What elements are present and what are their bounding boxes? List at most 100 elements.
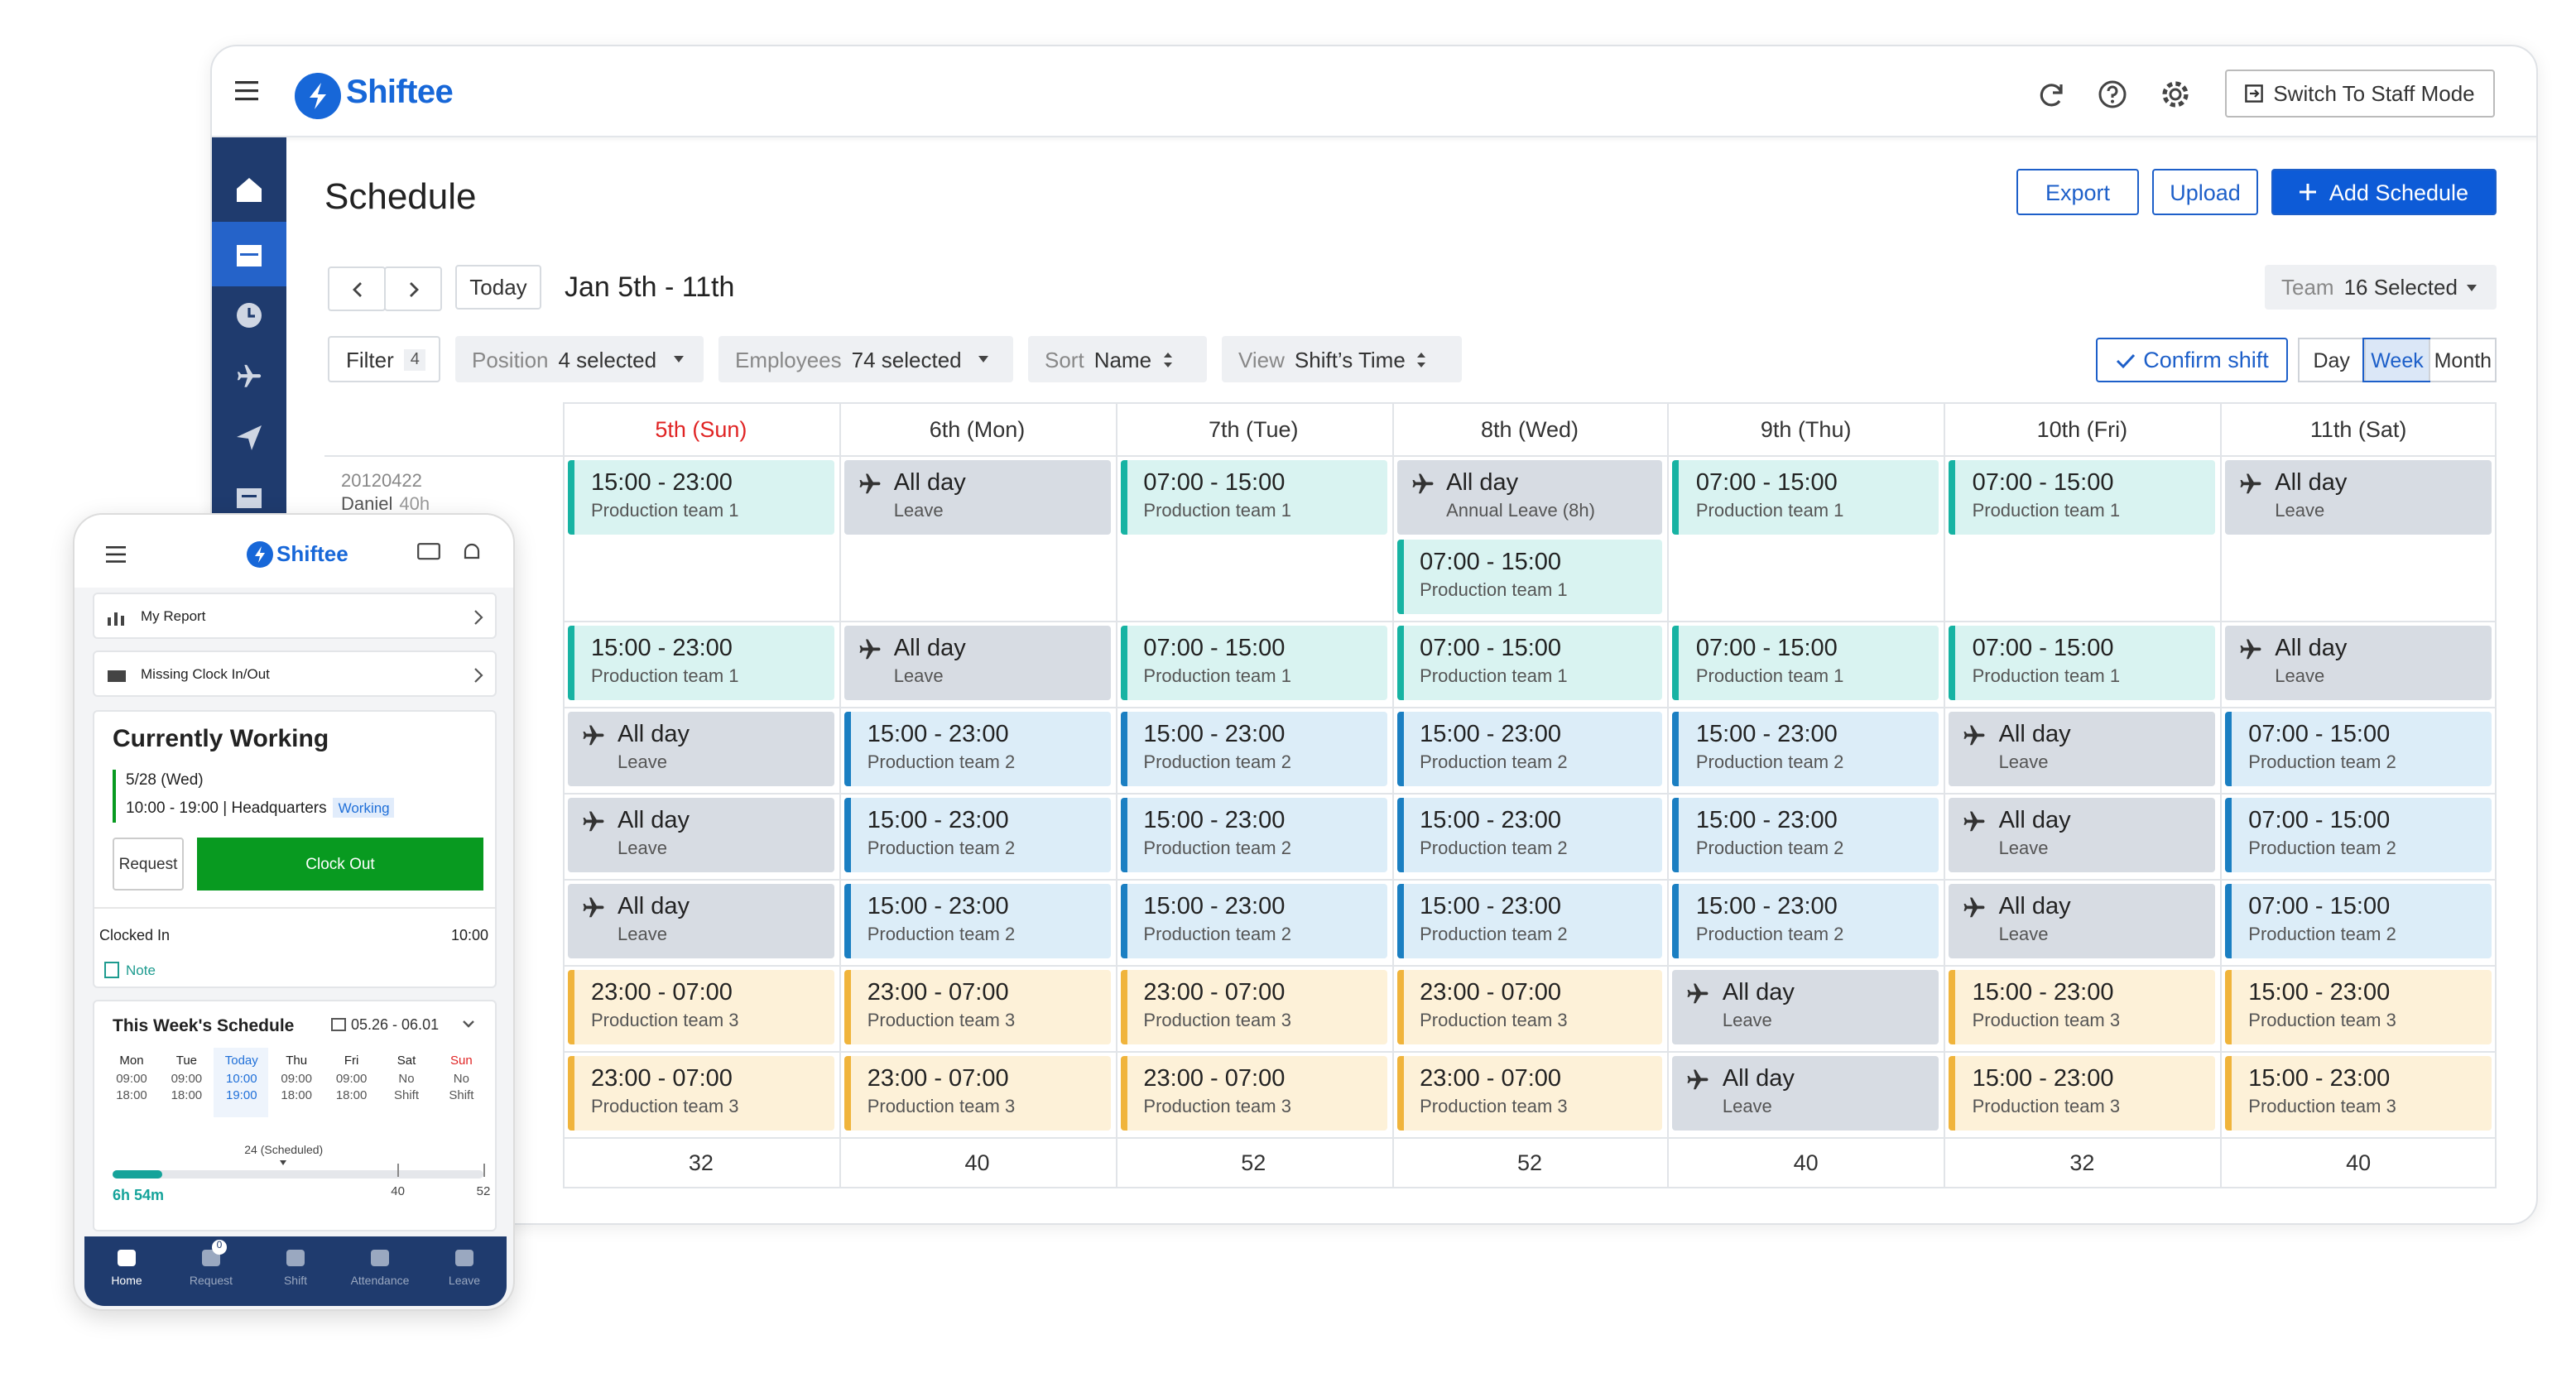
filter[interactable]: Employees 74 selected <box>718 336 1013 382</box>
shift-block[interactable]: All day Leave <box>1672 1056 1939 1131</box>
shift-block[interactable]: 15:00 - 23:00 Production team 2 <box>1672 712 1939 786</box>
nav-item[interactable]: Attendance <box>338 1236 422 1306</box>
shift-block[interactable]: 15:00 - 23:00 Production team 2 <box>1672 884 1939 958</box>
filter-label: Sort <box>1045 347 1084 372</box>
shift-block[interactable]: All day Leave <box>843 626 1111 700</box>
send-icon[interactable] <box>235 424 263 452</box>
shift-block[interactable]: 23:00 - 07:00 Production team 3 <box>568 1056 834 1131</box>
shift-block[interactable]: 07:00 - 15:00 Production team 2 <box>2225 884 2492 958</box>
view-option[interactable]: Week <box>2362 338 2431 382</box>
shift-block[interactable]: All day Leave <box>568 884 834 958</box>
mobile-logo-icon <box>247 541 273 568</box>
shift-block[interactable]: 15:00 - 23:00 Production team 2 <box>1672 798 1939 872</box>
shift-block[interactable]: 07:00 - 15:00 Production team 1 <box>1949 460 2216 535</box>
shift-block[interactable]: 15:00 - 23:00 Production team 1 <box>568 460 834 535</box>
upload-button[interactable]: Upload <box>2152 169 2258 215</box>
shift-block[interactable]: 15:00 - 23:00 Production team 2 <box>1396 712 1663 786</box>
clock-out-button[interactable]: Clock Out <box>197 838 483 891</box>
shift-block[interactable]: 07:00 - 15:00 Production team 1 <box>1396 626 1663 700</box>
add-schedule-button[interactable]: Add Schedule <box>2271 169 2497 215</box>
filter[interactable]: Filter 4 <box>328 336 440 382</box>
shift-block[interactable]: 23:00 - 07:00 Production team 3 <box>1120 970 1387 1044</box>
shift-block[interactable]: 15:00 - 23:00 Production team 2 <box>843 884 1111 958</box>
note-link[interactable]: Note <box>126 962 156 978</box>
today-button[interactable]: Today <box>455 265 541 310</box>
shift-block[interactable]: 15:00 - 23:00 Production team 1 <box>568 626 834 700</box>
leave-icon[interactable] <box>235 362 263 391</box>
chevron-down[interactable] <box>462 1020 475 1030</box>
shift-block[interactable]: 23:00 - 07:00 Production team 3 <box>1120 1056 1387 1131</box>
shift-block[interactable]: 15:00 - 23:00 Production team 2 <box>843 798 1111 872</box>
week-range[interactable]: 05.26 - 06.01 <box>351 1016 440 1033</box>
shift-block[interactable]: 07:00 - 15:00 Production team 1 <box>1672 460 1939 535</box>
prev-button[interactable] <box>328 266 386 311</box>
shift-block[interactable]: 15:00 - 23:00 Production team 2 <box>1396 798 1663 872</box>
nav-item[interactable]: Home <box>84 1236 169 1306</box>
shift-block[interactable]: All day Leave <box>1949 798 2216 872</box>
shift-block[interactable]: 15:00 - 23:00 Production team 2 <box>1120 884 1387 958</box>
shift-block[interactable]: 23:00 - 07:00 Production team 3 <box>568 970 834 1044</box>
next-button[interactable] <box>384 266 442 311</box>
plane-icon <box>1688 983 1709 1004</box>
confirm-shift-button[interactable]: Confirm shift <box>2096 338 2288 382</box>
refresh-icon[interactable] <box>2036 79 2066 109</box>
shift-block[interactable]: All day Leave <box>568 712 834 786</box>
shift-block[interactable]: 07:00 - 15:00 Production team 1 <box>1396 540 1663 614</box>
shift-block[interactable]: All day Leave <box>2225 460 2492 535</box>
view-option[interactable]: Day <box>2313 348 2350 372</box>
shift-block[interactable]: 15:00 - 23:00 Production team 3 <box>1949 1056 2216 1131</box>
shift-block[interactable]: All day Annual Leave (8h) <box>1396 460 1663 535</box>
team-dropdown[interactable]: Team 16 Selected <box>2265 265 2497 310</box>
shift-block[interactable]: 23:00 - 07:00 Production team 3 <box>843 1056 1111 1131</box>
note-icon[interactable] <box>104 962 119 978</box>
shift-block[interactable]: 07:00 - 15:00 Production team 1 <box>1949 626 2216 700</box>
shift-block[interactable]: 07:00 - 15:00 Production team 1 <box>1120 460 1387 535</box>
shift-block[interactable]: 15:00 - 23:00 Production team 2 <box>843 712 1111 786</box>
calendar-icon[interactable] <box>235 240 263 268</box>
help-icon[interactable] <box>2098 79 2127 109</box>
nav-item[interactable]: Leave <box>422 1236 507 1306</box>
shift-block[interactable]: All day Leave <box>2225 626 2492 700</box>
shift-label: Production team 3 <box>867 1097 1016 1117</box>
shift-label: Leave <box>1722 1097 1772 1117</box>
shift-block[interactable]: All day Leave <box>1949 712 2216 786</box>
shift-block[interactable]: 15:00 - 23:00 Production team 3 <box>2225 970 2492 1044</box>
request-button[interactable]: Request <box>113 838 184 891</box>
settings-icon[interactable] <box>2160 79 2190 109</box>
filter[interactable]: View Shift’s Time <box>1222 336 1462 382</box>
shift-block[interactable]: 07:00 - 15:00 Production team 2 <box>2225 712 2492 786</box>
bell-icon[interactable] <box>462 541 482 563</box>
shift-block[interactable]: 15:00 - 23:00 Production team 3 <box>1949 970 2216 1044</box>
shift-block[interactable]: 07:00 - 15:00 Production team 2 <box>2225 798 2492 872</box>
mobile-menu-icon[interactable] <box>106 546 126 563</box>
filter[interactable]: Sort Name <box>1028 336 1207 382</box>
shift-block[interactable]: All day Leave <box>568 798 834 872</box>
menu-item[interactable]: Missing Clock In/Out <box>93 650 497 697</box>
export-button[interactable]: Export <box>2016 169 2139 215</box>
nav-item[interactable]: Request <box>169 1236 253 1306</box>
filter[interactable]: Position 4 selected <box>455 336 704 382</box>
switch-mode-button[interactable]: Switch To Staff Mode <box>2225 70 2495 118</box>
shift-block[interactable]: All day Leave <box>843 460 1111 535</box>
shift-block[interactable]: 15:00 - 23:00 Production team 2 <box>1120 712 1387 786</box>
message-icon[interactable] <box>417 543 440 563</box>
shift-block[interactable]: All day Leave <box>1949 884 2216 958</box>
shift-block[interactable]: 07:00 - 15:00 Production team 1 <box>1120 626 1387 700</box>
shift-block[interactable]: 15:00 - 23:00 Production team 2 <box>1120 798 1387 872</box>
shift-block[interactable]: 23:00 - 07:00 Production team 3 <box>843 970 1111 1044</box>
nav-item[interactable]: Shift <box>253 1236 338 1306</box>
week-day-start: 09:00 <box>171 1070 203 1085</box>
shift-block[interactable]: 15:00 - 23:00 Production team 3 <box>2225 1056 2492 1131</box>
shift-block[interactable]: All day Leave <box>1672 970 1939 1044</box>
home-icon[interactable] <box>235 175 263 204</box>
shift-block[interactable]: 07:00 - 15:00 Production team 1 <box>1672 626 1939 700</box>
plane-icon <box>2240 473 2261 494</box>
shift-block[interactable]: 23:00 - 07:00 Production team 3 <box>1396 1056 1663 1131</box>
board-icon[interactable] <box>235 485 263 513</box>
shift-block[interactable]: 15:00 - 23:00 Production team 2 <box>1396 884 1663 958</box>
menu-icon[interactable] <box>235 81 258 101</box>
menu-item[interactable]: My Report <box>93 593 497 639</box>
view-option[interactable]: Month <box>2429 339 2495 381</box>
shift-block[interactable]: 23:00 - 07:00 Production team 3 <box>1396 970 1663 1044</box>
clock-icon[interactable] <box>235 301 263 329</box>
